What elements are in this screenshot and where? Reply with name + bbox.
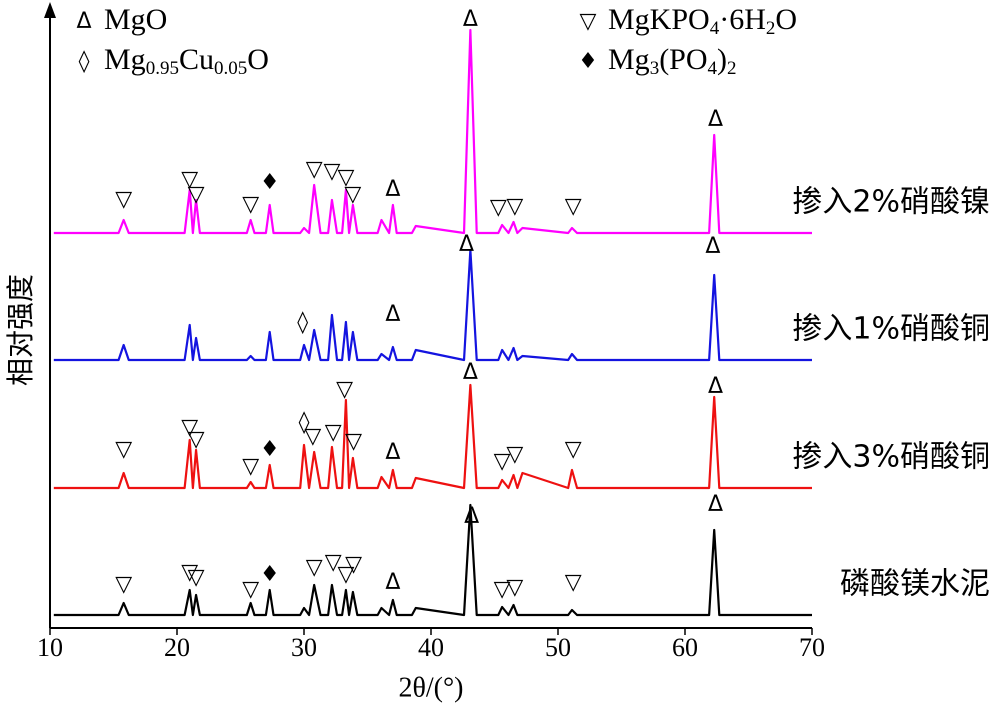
legend-text: (PO: [659, 43, 707, 76]
series-line: [53, 503, 812, 617]
legend-symbol: ▽: [580, 9, 597, 34]
peak-marker: Δ: [463, 7, 478, 32]
peak-marker: ▽: [242, 192, 259, 217]
legend-symbol: Δ: [76, 9, 91, 34]
peak-marker: ▽: [115, 572, 132, 597]
legend-text: Cu: [179, 43, 214, 76]
peak-marker: ▽: [181, 560, 198, 585]
x-tick-label: 60: [672, 633, 698, 662]
peak-marker: Δ: [708, 374, 723, 399]
series-line: [53, 28, 812, 235]
peak-marker: ▽: [306, 157, 323, 182]
peak-marker: ▽: [344, 182, 361, 207]
peak-marker: ▽: [565, 194, 582, 219]
peak-marker: Δ: [385, 570, 400, 595]
legend-subscript: 2: [727, 58, 737, 79]
peak-marker: ▽: [506, 442, 523, 467]
x-tick-label: 50: [545, 633, 571, 662]
peak-marker: ▽: [181, 167, 198, 192]
peak-marker: ▽: [337, 562, 354, 587]
peak-marker: ▽: [188, 427, 205, 452]
peak-marker: Δ: [708, 107, 723, 132]
legend-label: Mg3(PO4)2: [608, 43, 737, 79]
x-axis-label: 2θ/(°): [398, 672, 463, 703]
peak-marker: ▽: [565, 570, 582, 595]
series-label: 掺入1%硝酸铜: [792, 312, 990, 347]
legend-text: O: [247, 43, 269, 76]
peak-marker: ▽: [506, 194, 523, 219]
series-label: 磷酸镁水泥: [840, 567, 990, 602]
y-axis-arrow: [44, 2, 56, 18]
legend-text: MgKPO: [608, 3, 710, 36]
peak-marker: ▽: [325, 420, 342, 445]
x-tick-label: 70: [799, 633, 825, 662]
legend-label: MgO: [104, 3, 167, 36]
series-line: [53, 383, 812, 490]
x-tick-label: 10: [37, 633, 63, 662]
peak-marker: ♦: [260, 170, 280, 195]
peak-marker: Δ: [385, 177, 400, 202]
legend-symbol: ◊: [79, 49, 90, 74]
peak-marker: Δ: [459, 232, 474, 257]
peak-marker: ▽: [506, 575, 523, 600]
legend-text: O: [775, 3, 797, 36]
peak-marker: ◊: [297, 310, 308, 335]
legend-subscript: 3: [650, 58, 660, 79]
legend-text: MgO: [104, 3, 167, 36]
legend-subscript: 0.95: [146, 58, 179, 79]
peak-marker: Δ: [385, 440, 400, 465]
legend-label: Mg0.95Cu0.05O: [104, 43, 269, 79]
peak-marker: ♦: [260, 437, 280, 462]
peak-marker: ▽: [565, 437, 582, 462]
legend-subscript: 0.05: [214, 58, 247, 79]
series-line: [53, 248, 812, 362]
peak-marker: ▽: [494, 449, 511, 474]
legend-text: ·6H: [719, 3, 766, 36]
series-label: 掺入2%硝酸镍: [792, 185, 990, 220]
legend-label: MgKPO4·6H2O: [608, 3, 797, 39]
y-axis-label: 相对强度: [4, 274, 37, 386]
peak-marker: ◊: [299, 410, 310, 435]
legend-subscript: 4: [710, 18, 720, 39]
legend-subscript: 2: [766, 18, 776, 39]
peak-marker: ▽: [242, 577, 259, 602]
peak-marker: ▽: [115, 437, 132, 462]
peak-marker: ▽: [337, 165, 354, 190]
peak-marker: ▽: [345, 429, 362, 454]
legend-subscript: 4: [708, 58, 718, 79]
peak-marker: Δ: [463, 360, 478, 385]
x-tick-label: 30: [291, 633, 317, 662]
peak-marker: ♦: [260, 562, 280, 587]
legend-symbol: ♦: [578, 49, 598, 74]
peak-marker: ▽: [325, 550, 342, 575]
peak-marker: Δ: [464, 504, 479, 529]
peak-marker: ▽: [304, 424, 321, 449]
peak-marker: ▽: [345, 552, 362, 577]
peak-marker: ▽: [490, 195, 507, 220]
peak-marker: ▽: [181, 415, 198, 440]
peak-marker: ▽: [306, 555, 323, 580]
peak-marker: ▽: [115, 187, 132, 212]
peak-marker: ▽: [188, 565, 205, 590]
peak-marker: ▽: [494, 577, 511, 602]
peak-marker: ▽: [242, 454, 259, 479]
peak-marker: ▽: [188, 182, 205, 207]
x-tick-label: 20: [164, 633, 190, 662]
legend-text: ): [717, 43, 727, 76]
peak-marker: ▽: [323, 159, 340, 184]
legend-text: Mg: [608, 43, 650, 76]
series-label: 掺入3%硝酸铜: [792, 440, 990, 475]
x-tick-label: 40: [418, 633, 444, 662]
peak-marker: Δ: [385, 302, 400, 327]
peak-marker: ▽: [336, 377, 353, 402]
peak-marker: Δ: [705, 234, 720, 259]
legend-text: Mg: [104, 43, 146, 76]
peak-marker: Δ: [708, 492, 723, 517]
